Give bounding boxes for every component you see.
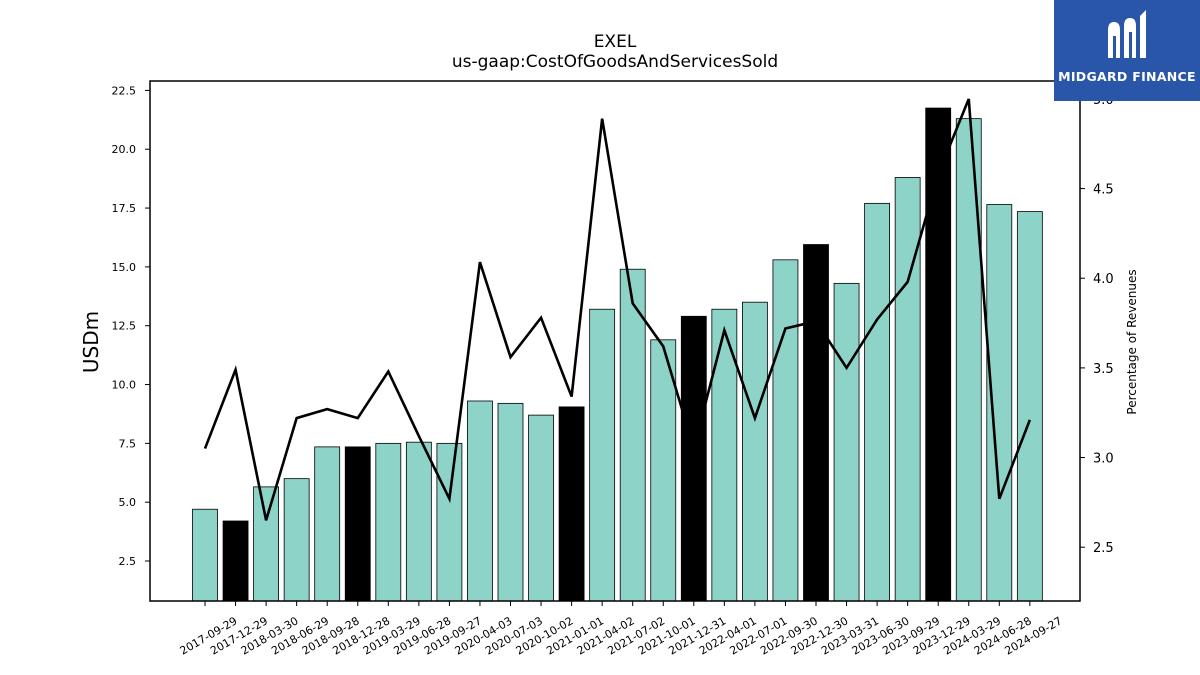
bar-2024-06-28 [986, 204, 1013, 602]
bar-2023-12-29 [925, 107, 952, 602]
logo-text: MIDGARD FINANCE [1058, 69, 1196, 84]
chart-title: EXEL [593, 32, 637, 52]
bar-2018-03-30 [253, 486, 280, 602]
y-tick-label: 17.5 [112, 202, 137, 215]
logo-mark-icon [1108, 10, 1146, 58]
y-tick-label: 20.0 [112, 143, 137, 156]
bar-series [192, 107, 1043, 602]
x-axis: 2017-09-292017-12-292018-03-302018-06-29… [178, 601, 1064, 658]
bar-2023-03-31 [833, 282, 860, 602]
y2-tick-label: 3.5 [1093, 362, 1114, 377]
y-axis-left: 2.5 5.0 7.5 10.0 12.5 15.0 17.5 20.0 22.5 [112, 84, 150, 568]
y2-tick-label: 4.0 [1093, 272, 1114, 287]
bar-2024-09-27 [1016, 211, 1043, 602]
bar-2023-09-29 [894, 177, 921, 602]
plot-frame [149, 80, 1081, 602]
bar-2021-10-01 [650, 339, 677, 602]
bar-2020-07-03 [497, 402, 524, 602]
chart-subtitle: us-gaap:CostOfGoodsAndServicesSold [451, 52, 779, 72]
bar-2018-12-28 [344, 446, 371, 602]
bar-2020-10-02 [528, 414, 554, 602]
line-series [203, 98, 1032, 521]
bar-2021-07-02 [619, 268, 646, 602]
bar-2022-07-01 [742, 301, 768, 602]
y-tick-label: 22.5 [112, 84, 137, 97]
y2-tick-label: 2.5 [1093, 541, 1114, 556]
y-tick-label: 5.0 [119, 496, 137, 509]
y2-tick-label: 4.5 [1093, 183, 1114, 198]
line-path [203, 98, 1032, 521]
y-axis-label: USDm [79, 311, 103, 373]
bar-2021-01-01 [558, 406, 585, 602]
bar-2021-04-02 [589, 308, 616, 602]
bar-2023-06-30 [864, 202, 890, 602]
brand-logo: MIDGARD FINANCE [1054, 0, 1200, 101]
bar-2017-12-29 [222, 520, 249, 602]
y-tick-label: 7.5 [119, 437, 137, 450]
bar-2019-06-28 [405, 441, 432, 602]
y-axis-right: 2.53.03.54.04.55.0 [1080, 93, 1114, 556]
bar-2021-12-31 [680, 315, 707, 602]
bar-2018-09-28 [314, 446, 341, 602]
bar-2019-09-27 [436, 442, 463, 602]
bar-2024-03-29 [955, 118, 982, 602]
bar-2017-09-29 [192, 508, 218, 602]
bar-2020-04-03 [467, 400, 493, 602]
y2-tick-label: 3.0 [1093, 452, 1114, 467]
bar-2018-06-29 [283, 478, 310, 602]
y-tick-label: 15.0 [112, 261, 137, 274]
y2-axis-label: Percentage of Revenues [1125, 269, 1139, 414]
y-tick-label: 12.5 [112, 320, 137, 333]
bar-2019-03-29 [375, 442, 402, 602]
bar-2022-12-30 [803, 244, 829, 602]
y-tick-label: 10.0 [112, 379, 137, 392]
y-tick-label: 2.5 [119, 555, 137, 568]
bar-2022-09-30 [772, 259, 799, 602]
